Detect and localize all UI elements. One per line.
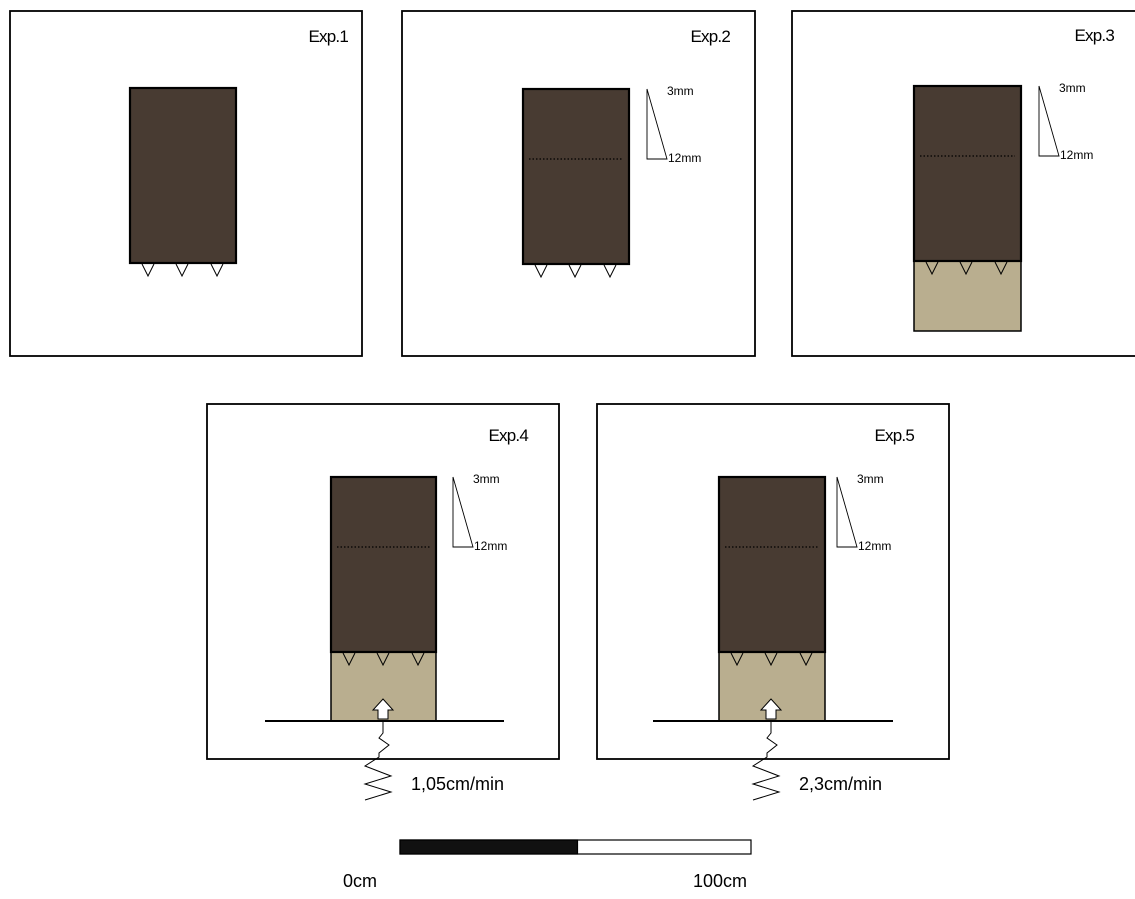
bottom-dimension-label: 12mm — [1060, 148, 1093, 162]
tooth-marker — [925, 261, 939, 276]
scale-bar-filled — [399, 839, 579, 855]
tooth-marker — [603, 264, 617, 279]
panel-title: Exp.1 — [309, 27, 349, 46]
tooth-marker — [210, 263, 224, 278]
dimension-triangle — [1038, 85, 1060, 157]
spring-icon — [363, 721, 393, 801]
tooth-marker — [342, 652, 356, 667]
rate-label: 1,05cm/min — [411, 774, 504, 794]
panel-frame — [596, 403, 950, 760]
sample-block — [912, 84, 1023, 263]
tooth-marker — [799, 652, 813, 667]
top-dimension-label: 3mm — [667, 84, 694, 98]
tooth-marker — [730, 652, 744, 667]
bottom-dimension-label: 12mm — [668, 151, 701, 165]
panel-title: Exp.4 — [489, 426, 529, 445]
panel-exp-4: Exp.4 3mm 12mm 1,05cm/min — [206, 403, 560, 801]
panel-exp-5: Exp.5 3mm 12mm 2,3cm/min — [596, 403, 950, 801]
sample-block — [717, 475, 827, 654]
dimension-triangle — [836, 476, 858, 548]
bottom-dimension-label: 12mm — [474, 539, 507, 553]
top-dimension-label: 3mm — [1059, 81, 1086, 95]
panel-title: Exp.2 — [691, 27, 731, 46]
top-dimension-label: 3mm — [857, 472, 884, 486]
scale-end-label: 100cm — [693, 871, 747, 891]
scale-start-label: 0cm — [343, 871, 377, 891]
tooth-marker — [994, 261, 1008, 276]
dimension-triangle — [452, 476, 474, 548]
tooth-marker — [534, 264, 548, 279]
panel-title: Exp.3 — [1075, 26, 1115, 45]
bottom-dimension-label: 12mm — [858, 539, 891, 553]
panel-title: Exp.5 — [875, 426, 915, 445]
tooth-marker — [959, 261, 973, 276]
sample-block — [329, 475, 438, 654]
sample-block — [128, 86, 238, 265]
tooth-marker — [764, 652, 778, 667]
sample-block — [521, 87, 631, 266]
scale-bar: 0cm 100cm — [343, 839, 752, 891]
tooth-marker — [568, 264, 582, 279]
up-arrow-icon — [371, 698, 395, 720]
panel-frame — [206, 403, 560, 760]
panel-frame — [791, 10, 1135, 357]
tooth-marker — [141, 263, 155, 278]
panel-exp-2: Exp.2 3mm 12mm — [401, 10, 756, 357]
up-arrow-icon — [759, 698, 783, 720]
panel-exp-1: Exp.1 — [9, 10, 363, 357]
panel-exp-3: Exp.3 3mm 12mm — [791, 10, 1135, 357]
tooth-marker — [411, 652, 425, 667]
panel-frame — [401, 10, 756, 357]
top-dimension-label: 3mm — [473, 472, 500, 486]
tooth-marker — [175, 263, 189, 278]
spring-icon — [751, 721, 781, 801]
panel-frame — [9, 10, 363, 357]
dimension-triangle — [646, 88, 668, 160]
tooth-marker — [376, 652, 390, 667]
rate-label: 2,3cm/min — [799, 774, 882, 794]
